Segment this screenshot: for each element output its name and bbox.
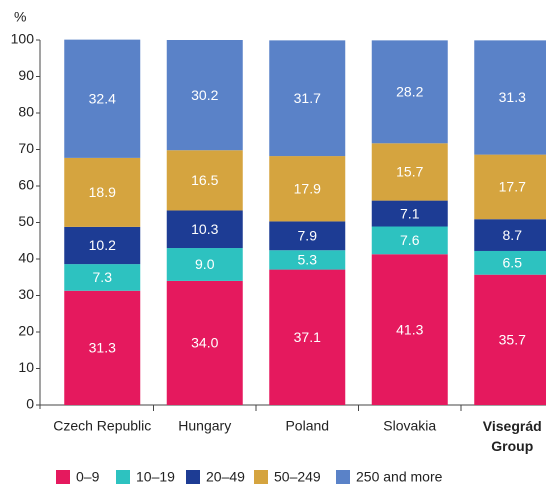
value-label: 34.0 <box>191 335 218 351</box>
y-tick-label: 50 <box>18 213 34 229</box>
value-label: 10.3 <box>191 221 218 237</box>
value-label: 15.7 <box>396 164 423 180</box>
legend-label: 250 and more <box>356 469 443 485</box>
bar-segment <box>474 219 546 251</box>
y-tick-label: 60 <box>18 177 34 193</box>
value-label: 5.3 <box>298 252 318 268</box>
bar-segment <box>371 254 448 405</box>
value-label: 10.2 <box>89 237 116 253</box>
y-tick-label: 10 <box>18 359 34 375</box>
bar-segment <box>371 143 448 201</box>
value-label: 8.7 <box>503 227 523 243</box>
value-label: 31.7 <box>294 90 321 106</box>
y-tick-label: 30 <box>18 286 34 302</box>
value-label: 6.5 <box>503 255 523 271</box>
y-tick-label: 20 <box>18 323 34 339</box>
value-label: 41.3 <box>396 321 423 337</box>
value-label: 17.9 <box>294 180 321 196</box>
legend-label: 0–9 <box>76 469 100 485</box>
value-label: 9.0 <box>195 256 215 272</box>
y-axis-label: % <box>14 9 26 25</box>
y-tick-label: 40 <box>18 250 34 266</box>
bar-segment <box>166 40 243 151</box>
x-tick-label: Slovakia <box>383 418 436 434</box>
bar-segment <box>269 250 346 270</box>
bar-segment <box>474 250 546 275</box>
bar-segment <box>371 40 448 144</box>
value-label: 37.1 <box>294 329 321 345</box>
bar-segment <box>64 157 141 227</box>
bar-segment <box>371 200 448 227</box>
bar-segment <box>269 156 346 222</box>
y-tick-label: 80 <box>18 104 34 120</box>
bar-segment <box>166 210 243 249</box>
legend-label: 10–19 <box>136 469 175 485</box>
value-label: 30.2 <box>191 87 218 103</box>
bar-segment <box>64 264 141 291</box>
value-label: 32.4 <box>89 90 116 106</box>
value-label: 18.9 <box>89 184 116 200</box>
x-tick-label: Czech Republic <box>53 418 151 434</box>
y-tick-label: 90 <box>18 67 34 83</box>
bar-segment <box>474 154 546 220</box>
value-label: 17.7 <box>499 179 526 195</box>
bar-segment <box>371 226 448 255</box>
legend-swatch <box>56 470 70 484</box>
legend-swatch <box>336 470 350 484</box>
bar-segment <box>269 40 346 157</box>
value-label: 7.1 <box>400 205 420 221</box>
x-tick-label: Hungary <box>178 418 231 434</box>
legend-swatch <box>116 470 130 484</box>
value-label: 16.5 <box>191 172 218 188</box>
legend-label: 50–249 <box>274 469 321 485</box>
value-label: 28.2 <box>396 84 423 100</box>
value-label: 31.3 <box>499 89 526 105</box>
bar-segment <box>64 39 141 158</box>
legend-swatch <box>254 470 268 484</box>
value-label: 35.7 <box>499 332 526 348</box>
bar-segment <box>166 280 243 405</box>
x-tick-label: Visegrád Group <box>483 418 542 454</box>
y-tick-label: 0 <box>26 396 34 412</box>
legend-label: 20–49 <box>206 469 245 485</box>
bar-segment <box>474 40 546 155</box>
bar-segment <box>166 150 243 211</box>
y-tick-label: 70 <box>18 140 34 156</box>
bar-segment <box>64 226 141 265</box>
x-tick-label: Poland <box>285 418 329 434</box>
value-label: 7.6 <box>400 232 420 248</box>
bar-segment <box>269 269 346 405</box>
bar-segment <box>474 274 546 405</box>
value-label: 31.3 <box>89 340 116 356</box>
bar-segment <box>269 221 346 251</box>
value-label: 7.3 <box>93 269 113 285</box>
value-label: 7.9 <box>298 228 318 244</box>
y-tick-label: 100 <box>11 31 35 47</box>
bar-segment <box>166 248 243 281</box>
bar-segment <box>64 290 141 405</box>
legend-swatch <box>186 470 200 484</box>
